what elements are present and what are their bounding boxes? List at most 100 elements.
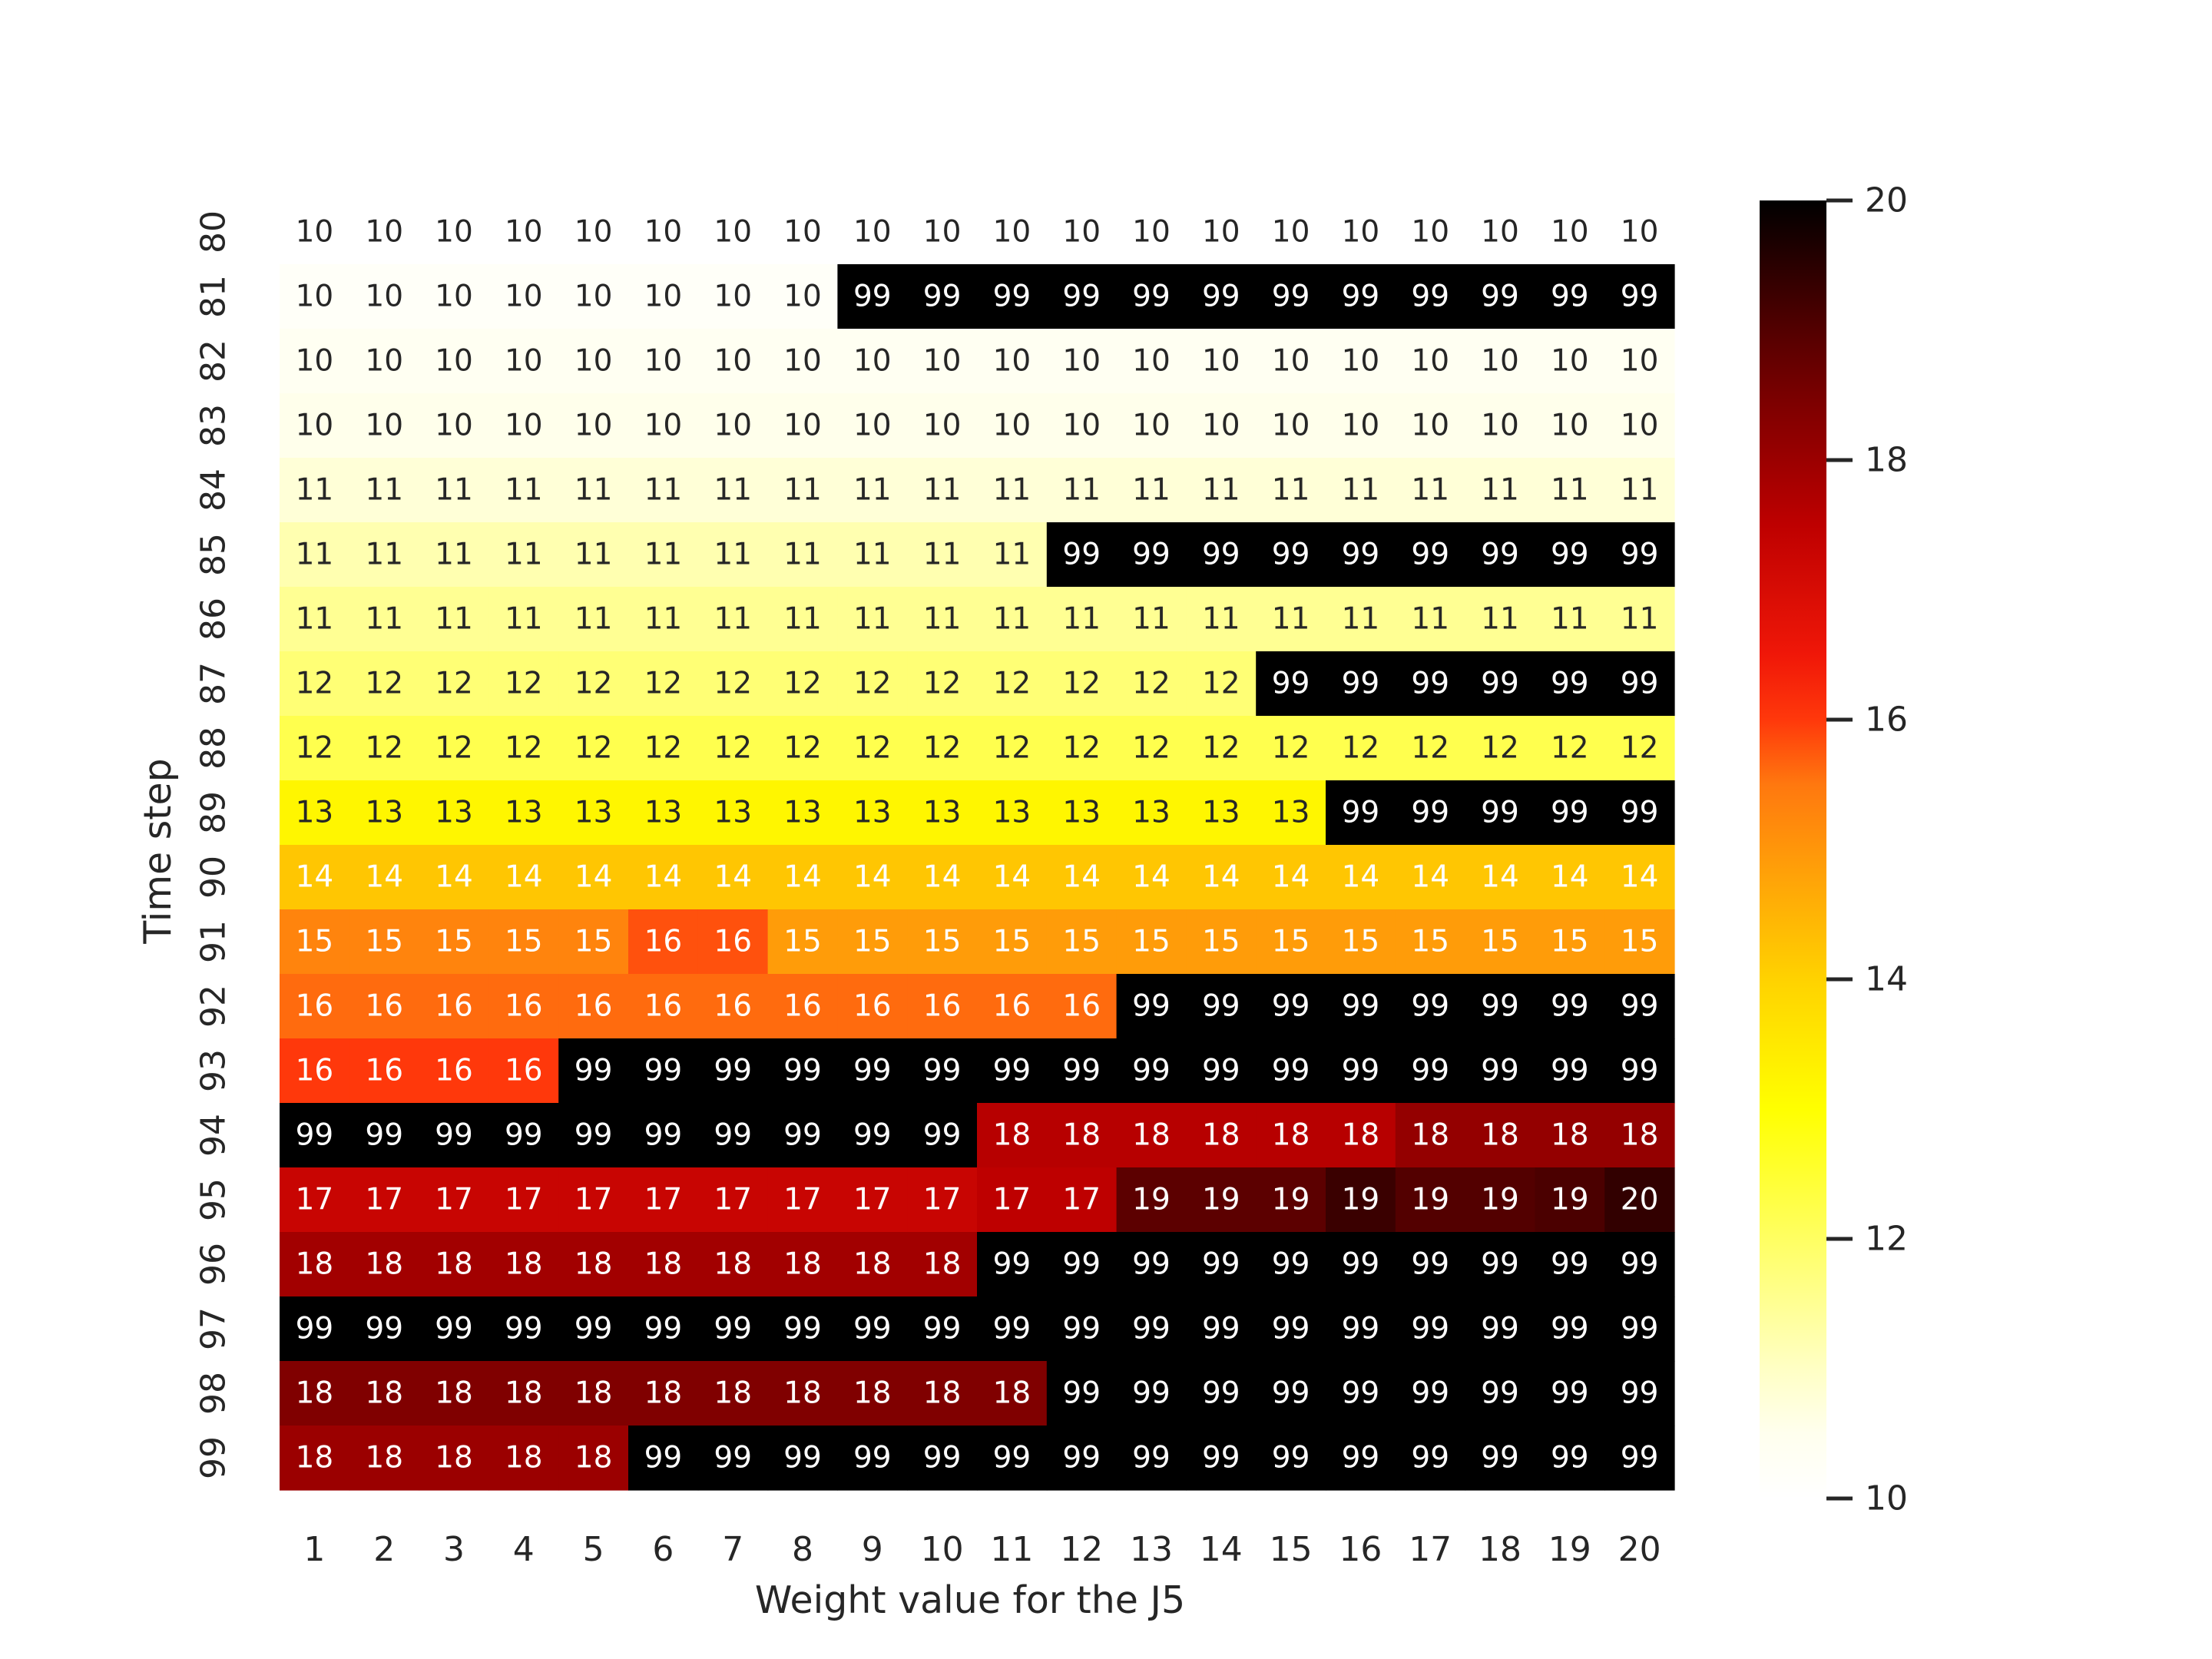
heatmap-cell <box>837 1426 908 1491</box>
cell-annotation: 11 <box>435 538 473 572</box>
cell-annotation: 99 <box>1621 1376 1659 1411</box>
heatmap-cell <box>767 587 838 652</box>
x-tick-label: 6 <box>652 1530 674 1569</box>
heatmap-cell <box>628 200 699 265</box>
heatmap-cell <box>697 522 769 588</box>
heatmap-cell <box>349 329 420 394</box>
heatmap-cell <box>977 1038 1048 1104</box>
heatmap-cell <box>1256 458 1326 523</box>
cell-annotation: 17 <box>575 1183 613 1217</box>
heatmap-cell <box>977 1426 1048 1491</box>
cell-annotation: 15 <box>923 925 962 959</box>
cell-annotation: 99 <box>1621 1441 1659 1475</box>
cell-annotation: 99 <box>644 1441 683 1475</box>
cell-annotation: 10 <box>365 280 403 314</box>
heatmap-cell <box>488 1103 559 1168</box>
heatmap-cell <box>1535 1103 1605 1168</box>
heatmap-cell <box>280 200 350 265</box>
cell-annotation: 17 <box>923 1183 962 1217</box>
heatmap-cell <box>349 716 420 781</box>
heatmap-cell <box>1046 974 1118 1039</box>
heatmap-cell <box>697 780 769 846</box>
cell-annotation: 11 <box>435 473 473 508</box>
cell-annotation: 99 <box>1411 280 1449 314</box>
cell-annotation: 11 <box>1272 473 1310 508</box>
heatmap-cell <box>697 329 769 394</box>
cell-annotation: 12 <box>575 731 613 766</box>
heatmap-cell <box>767 1361 838 1426</box>
cell-annotation: 12 <box>923 731 962 766</box>
cell-annotation: 18 <box>1621 1118 1659 1153</box>
cell-annotation: 99 <box>1342 280 1380 314</box>
heatmap-cell <box>280 1167 350 1233</box>
cell-annotation: 99 <box>1551 1376 1589 1411</box>
heatmap-cell <box>349 780 420 846</box>
cell-annotation: 10 <box>923 409 962 443</box>
cell-annotation: 10 <box>1551 215 1589 250</box>
cell-annotation: 18 <box>1481 1118 1519 1153</box>
cell-annotation: 99 <box>1621 280 1659 314</box>
heatmap-cell <box>1186 587 1257 652</box>
heatmap-cell <box>1604 200 1675 265</box>
heatmap-cell <box>628 651 699 717</box>
heatmap-cell <box>1604 458 1675 523</box>
cell-annotation: 14 <box>1272 860 1310 895</box>
cell-annotation: 14 <box>296 860 334 895</box>
heatmap-cell <box>1186 458 1257 523</box>
heatmap-cell <box>1116 264 1187 329</box>
cell-annotation: 13 <box>1132 796 1171 830</box>
heatmap-cell <box>558 845 629 910</box>
cell-annotation: 18 <box>1272 1118 1310 1153</box>
heatmap-cell <box>558 716 629 781</box>
heatmap-cell <box>1604 974 1675 1039</box>
heatmap-cell <box>488 393 559 459</box>
cell-annotation: 12 <box>1202 667 1240 701</box>
cell-annotation: 19 <box>1132 1183 1171 1217</box>
cell-annotation: 10 <box>1272 409 1310 443</box>
cell-annotation: 12 <box>1132 731 1171 766</box>
cell-annotation: 12 <box>296 731 334 766</box>
cell-annotation: 13 <box>365 796 403 830</box>
heatmap-cell <box>1256 264 1326 329</box>
heatmap-cell <box>488 1296 559 1362</box>
heatmap-cell <box>1465 780 1535 846</box>
cell-annotation: 13 <box>505 796 543 830</box>
heatmap-cell <box>1395 1167 1466 1233</box>
cell-annotation: 19 <box>1411 1183 1449 1217</box>
cell-annotation: 10 <box>435 344 473 379</box>
colorbar-tick-label: 18 <box>1865 441 1908 480</box>
heatmap-cell <box>1326 909 1396 975</box>
cell-annotation: 16 <box>923 989 962 1024</box>
heatmap-cell <box>767 1038 838 1104</box>
heatmap-cell <box>977 458 1048 523</box>
cell-annotation: 10 <box>923 215 962 250</box>
cell-annotation: 12 <box>783 667 822 701</box>
heatmap-cell <box>1046 780 1118 846</box>
heatmap-cell <box>628 458 699 523</box>
cell-annotation: 18 <box>993 1376 1031 1411</box>
cell-annotation: 16 <box>714 925 752 959</box>
heatmap-cell <box>907 393 978 459</box>
cell-annotation: 99 <box>783 1312 822 1346</box>
heatmap-cell <box>558 1038 629 1104</box>
cell-annotation: 18 <box>575 1376 613 1411</box>
heatmap-cell <box>767 651 838 717</box>
cell-annotation: 17 <box>435 1183 473 1217</box>
heatmap-cell <box>280 587 350 652</box>
cell-annotation: 99 <box>1551 1441 1589 1475</box>
y-tick-label: 96 <box>194 1243 233 1286</box>
heatmap-cell <box>697 651 769 717</box>
heatmap-cell <box>1535 974 1605 1039</box>
heatmap-cell <box>1256 393 1326 459</box>
heatmap-cell <box>767 1232 838 1297</box>
heatmap-cell <box>280 393 350 459</box>
cell-annotation: 99 <box>1132 1247 1171 1282</box>
cell-annotation: 10 <box>1621 344 1659 379</box>
heatmap-cell <box>1256 200 1326 265</box>
heatmap-cell <box>837 716 908 781</box>
y-tick-label: 92 <box>194 985 233 1028</box>
heatmap-cell <box>1604 716 1675 781</box>
x-tick-label: 16 <box>1339 1530 1382 1569</box>
cell-annotation: 11 <box>783 602 822 637</box>
